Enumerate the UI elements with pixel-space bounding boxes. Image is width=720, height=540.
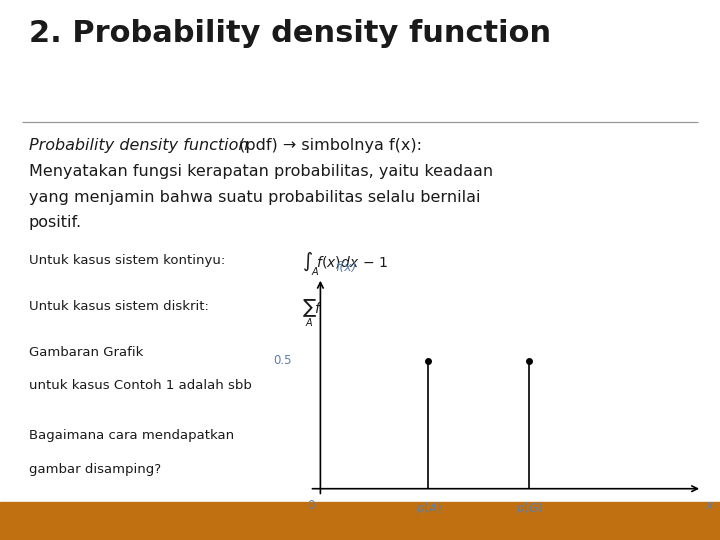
- Text: $\int_A\! f(x)dx\,-\,1$: $\int_A\! f(x)dx\,-\,1$: [302, 251, 389, 278]
- Text: 2. Probability density function: 2. Probability density function: [29, 19, 551, 48]
- Text: 0: 0: [307, 500, 315, 512]
- Text: untuk kasus Contoh 1 adalah sbb: untuk kasus Contoh 1 adalah sbb: [29, 379, 252, 392]
- Bar: [0, 502, 720, 540]
- Text: 0.5: 0.5: [273, 354, 292, 367]
- Text: x: x: [706, 500, 713, 512]
- Text: (pdf) → simbolnya f(x):: (pdf) → simbolnya f(x):: [234, 138, 422, 153]
- Text: yang menjamin bahwa suatu probabilitas selalu bernilai: yang menjamin bahwa suatu probabilitas s…: [29, 190, 480, 205]
- Text: $p(A)$: $p(A)$: [415, 500, 441, 517]
- Text: $p(G)$: $p(G)$: [516, 500, 543, 517]
- Text: gambar disamping?: gambar disamping?: [29, 463, 161, 476]
- Text: Menyatakan fungsi kerapatan probabilitas, yaitu keadaan: Menyatakan fungsi kerapatan probabilitas…: [29, 164, 493, 179]
- Text: Untuk kasus sistem kontinyu:: Untuk kasus sistem kontinyu:: [29, 254, 225, 267]
- Text: Bagaimana cara mendapatkan: Bagaimana cara mendapatkan: [29, 429, 234, 442]
- Text: Untuk kasus sistem diskrit:: Untuk kasus sistem diskrit:: [29, 300, 209, 313]
- Text: Probability density function: Probability density function: [29, 138, 248, 153]
- Text: positif.: positif.: [29, 215, 82, 231]
- Text: f(x): f(x): [335, 261, 356, 274]
- Text: $\sum_A f(x) \quad 1$: $\sum_A f(x) \quad 1$: [302, 297, 362, 329]
- Text: Gambaran Grafik: Gambaran Grafik: [29, 346, 143, 359]
